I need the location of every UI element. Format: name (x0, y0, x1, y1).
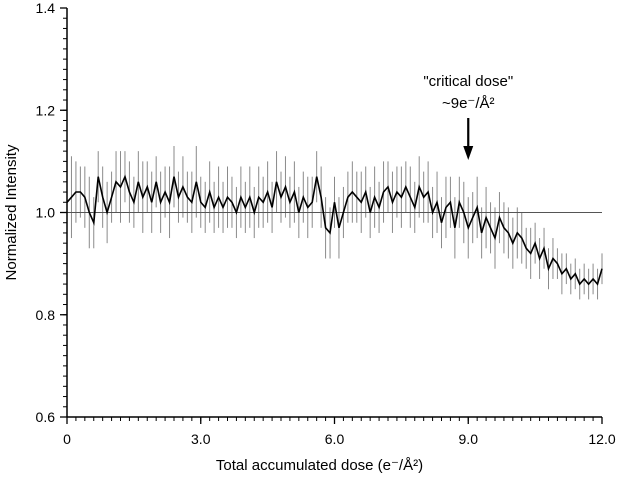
annotation-line1: "critical dose" (423, 73, 513, 90)
y-tick-label: 1.0 (36, 205, 56, 221)
tick-labels: 0.6 0.8 1.0 1.2 1.4 0 3.0 6.0 9.0 12.0 (36, 0, 616, 447)
x-tick-label: 9.0 (459, 431, 479, 447)
x-tick-label: 12.0 (588, 431, 615, 447)
y-axis-label: Normalized Intensity (3, 144, 20, 280)
annotation-line2: ~9e⁻/Å² (442, 95, 495, 112)
x-tick-label: 6.0 (325, 431, 345, 447)
annotation-arrow-head (463, 146, 474, 160)
x-tick-label: 0 (63, 431, 71, 447)
axes (60, 7, 603, 424)
y-tick-label: 1.4 (36, 0, 56, 16)
y-tick-label: 1.2 (36, 102, 56, 118)
x-axis-label: Total accumulated dose (e⁻/Å²) (216, 457, 423, 474)
y-tick-label: 0.8 (36, 307, 56, 323)
series-line (66, 174, 603, 286)
y-tick-label: 0.6 (36, 409, 56, 425)
x-tick-label: 3.0 (191, 431, 211, 447)
error-bars (66, 146, 603, 300)
